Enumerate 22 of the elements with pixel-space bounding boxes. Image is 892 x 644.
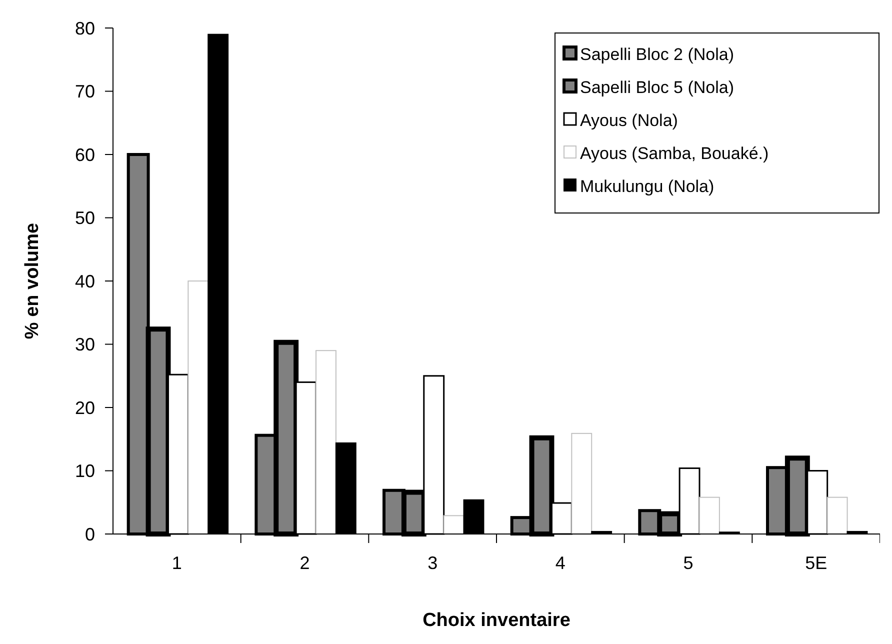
- x-axis-title: Choix inventaire: [422, 610, 570, 631]
- x-tick-label: 4: [555, 553, 566, 573]
- y-tick-label: 50: [74, 208, 95, 228]
- y-tick-label: 80: [74, 18, 95, 38]
- y-tick-label: 30: [74, 334, 95, 355]
- x-tick-label: 2: [300, 553, 310, 573]
- x-tick-label: 1: [172, 553, 182, 573]
- y-tick-label: 60: [74, 144, 95, 165]
- legend-label: Mukulungu (Nola): [580, 177, 714, 196]
- y-axis-title: % en volume: [22, 222, 43, 340]
- legend-label: Sapelli Bloc 5 (Nola): [580, 78, 734, 97]
- x-tick-label: 3: [428, 553, 438, 573]
- y-tick-label: 0: [84, 524, 95, 544]
- y-tick-label: 40: [74, 271, 95, 292]
- legend-label: Ayous (Samba, Bouaké.): [580, 144, 769, 163]
- x-tick-label: 5: [683, 553, 694, 573]
- legend-label: Sapelli Bloc 2 (Nola): [580, 45, 734, 64]
- legend-label: Ayous (Nola): [580, 111, 678, 130]
- y-tick-label: 20: [74, 398, 95, 418]
- x-tick-label: 5E: [805, 553, 828, 573]
- y-tick-label: 10: [74, 461, 95, 482]
- y-tick-label: 70: [74, 82, 95, 102]
